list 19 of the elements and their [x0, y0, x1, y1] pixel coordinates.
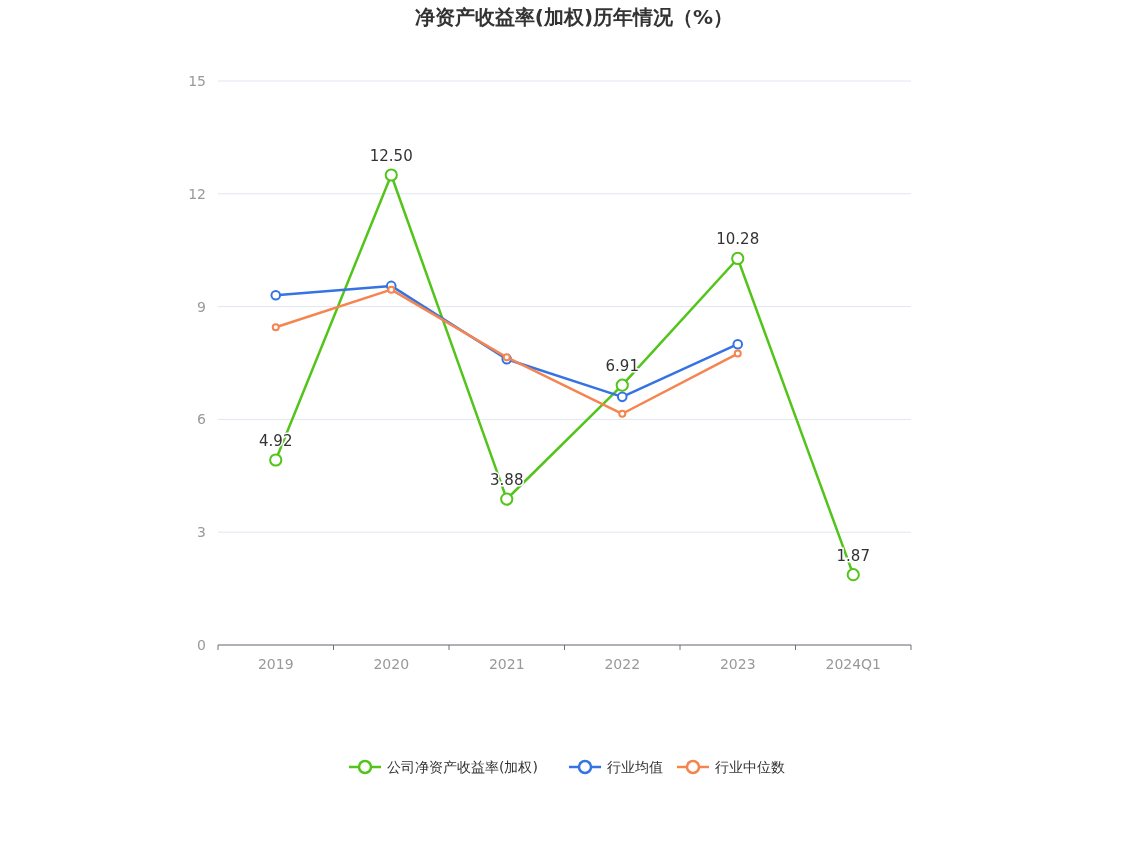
- x-tick-label: 2021: [488, 656, 525, 672]
- data-label: 12.50: [369, 147, 413, 165]
- y-tick-label: 3: [197, 524, 206, 541]
- x-tick-label: 2022: [604, 656, 641, 672]
- x-tick-label: 2023: [719, 656, 756, 672]
- y-tick-label: 9: [197, 298, 206, 315]
- x-tick-label: 2024Q1: [825, 656, 882, 672]
- y-tick-label: 15: [188, 73, 206, 89]
- legend-label: 行业均值: [607, 759, 663, 775]
- y-tick-label: 12: [188, 185, 206, 202]
- y-tick-label: 0: [197, 637, 206, 653]
- x-tick-label: 2019: [257, 656, 294, 672]
- chart-title: 净资产收益率(加权)历年情况（%）: [414, 5, 734, 29]
- legend-label: 行业中位数: [715, 759, 785, 775]
- y-tick-label: 6: [197, 411, 207, 428]
- x-tick-label: 2020: [373, 656, 410, 672]
- data-label: 10.28: [716, 230, 760, 249]
- legend-label: 公司净资产收益率(加权): [387, 759, 538, 775]
- data-label: 6.91: [605, 357, 639, 376]
